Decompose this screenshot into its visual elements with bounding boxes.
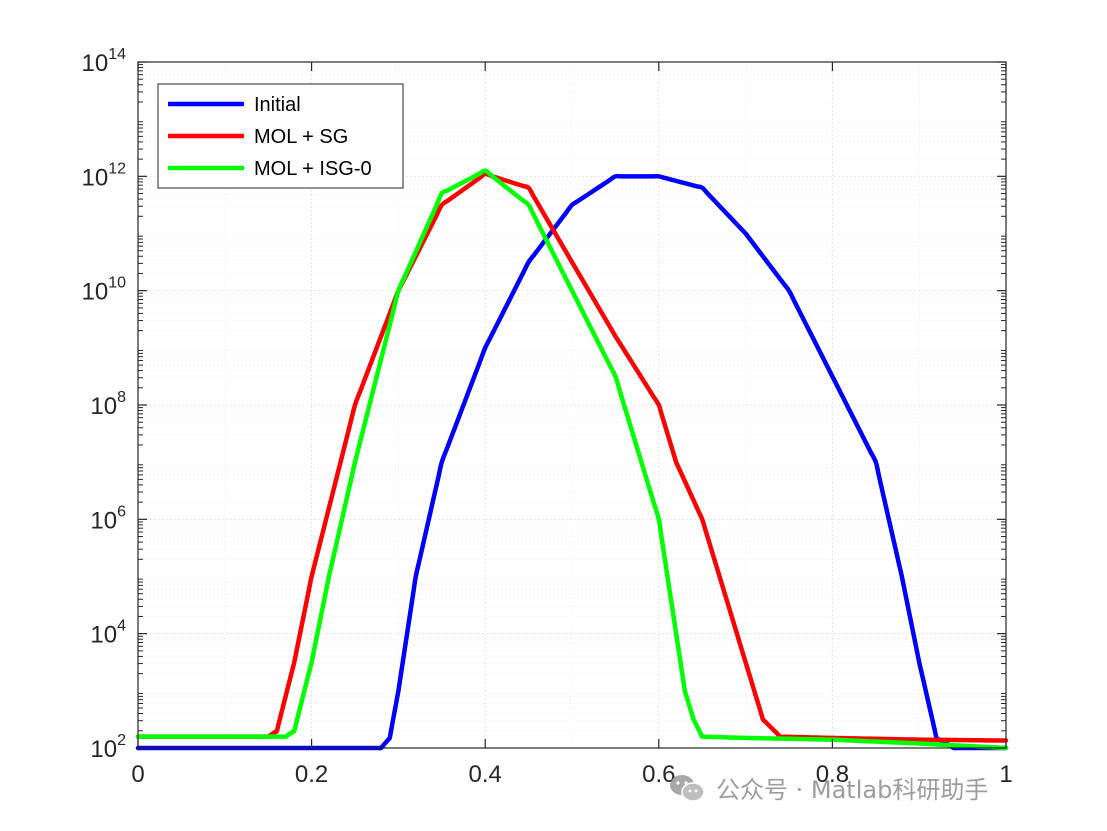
y-tick-label: 1010 bbox=[82, 275, 127, 306]
legend-label: MOL + ISG-0 bbox=[254, 158, 372, 180]
y-tick-label: 104 bbox=[90, 618, 126, 649]
wechat-icon bbox=[670, 774, 705, 802]
x-tick-label: 1 bbox=[999, 761, 1012, 788]
y-tick-label: 108 bbox=[90, 389, 126, 420]
x-tick-label: 0.6 bbox=[642, 761, 675, 788]
y-tick-labels: 102 104 106 108 1010 1012 1014 bbox=[82, 46, 127, 763]
x-tick-labels: 0 0.2 0.4 0.6 0.8 1 bbox=[131, 761, 1012, 788]
x-tick-label: 0 bbox=[131, 761, 144, 788]
legend-label: Initial bbox=[254, 94, 301, 116]
series-line-2 bbox=[135, 171, 1009, 743]
y-tick-label: 1012 bbox=[82, 160, 127, 191]
grid bbox=[137, 61, 1007, 749]
y-tick-label: 1014 bbox=[82, 46, 127, 77]
y-tick-label: 102 bbox=[90, 732, 126, 763]
x-tick-label: 0.8 bbox=[816, 761, 849, 788]
ticks bbox=[137, 61, 1007, 749]
x-tick-label: 0.2 bbox=[295, 761, 328, 788]
y-tick-label: 106 bbox=[90, 503, 126, 534]
series-line-3 bbox=[135, 168, 1009, 751]
watermark: 公众号 · Matlab科研助手 bbox=[668, 770, 988, 805]
legend: Initial MOL + SG MOL + ISG-0 bbox=[157, 83, 404, 189]
x-tick-label: 0.4 bbox=[469, 761, 502, 788]
legend-label: MOL + SG bbox=[254, 126, 348, 148]
watermark-text: 公众号 · Matlab科研助手 bbox=[716, 776, 989, 804]
